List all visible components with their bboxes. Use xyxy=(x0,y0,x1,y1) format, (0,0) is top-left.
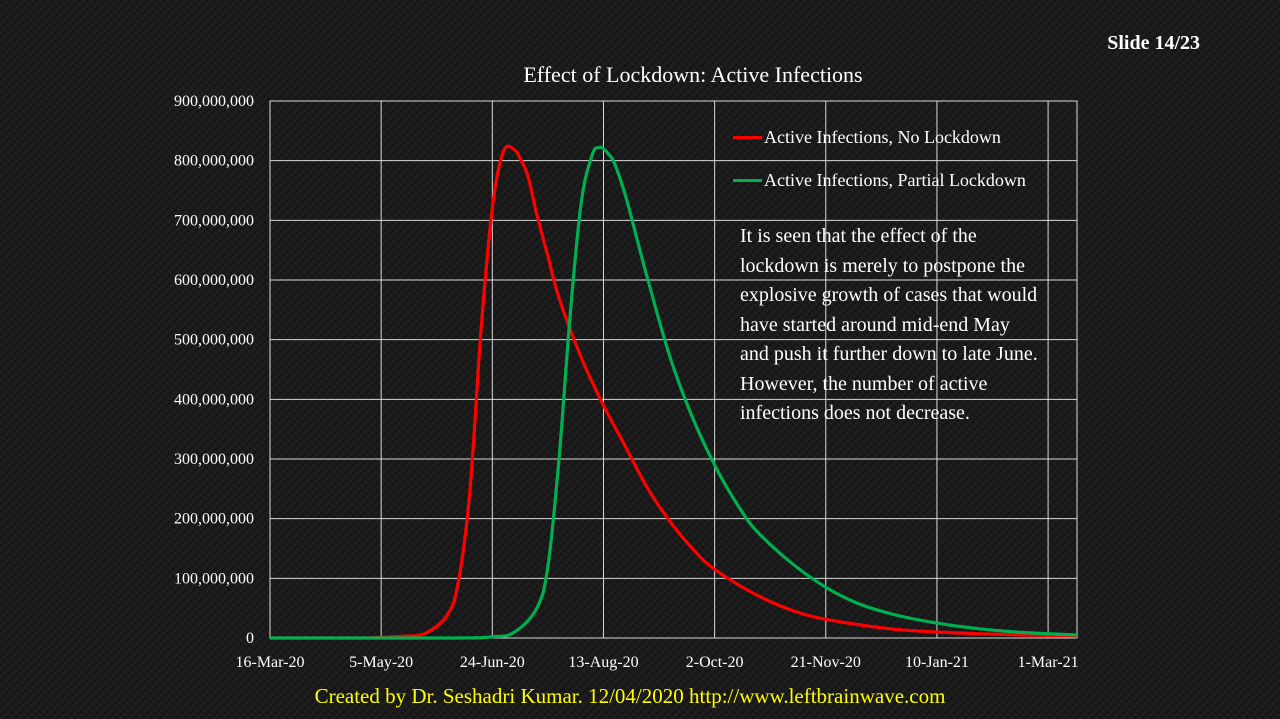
legend-item-no-lockdown: Active Infections, No Lockdown xyxy=(733,126,1026,148)
y-tick-label: 200,000,000 xyxy=(174,511,254,528)
chart-annotation: It is seen that the effect of the lockdo… xyxy=(740,225,1038,424)
y-tick-label: 400,000,000 xyxy=(174,391,254,408)
y-tick-label: 900,000,000 xyxy=(174,93,254,110)
y-tick-label: 800,000,000 xyxy=(174,153,254,170)
x-tick-label: 2-Oct-20 xyxy=(686,654,744,671)
x-tick-label: 13-Aug-20 xyxy=(568,654,638,671)
slide-number: Slide 14/23 xyxy=(1107,32,1200,54)
credit-line: Created by Dr. Seshadri Kumar. 12/04/202… xyxy=(314,684,946,708)
legend-label: Active Infections, Partial Lockdown xyxy=(764,169,1026,190)
x-tick-label: 1-Mar-21 xyxy=(1018,654,1079,671)
x-tick-label: 24-Jun-20 xyxy=(460,654,525,671)
x-tick-label: 10-Jan-21 xyxy=(905,654,969,671)
y-tick-label: 300,000,000 xyxy=(174,451,254,468)
y-tick-label: 500,000,000 xyxy=(174,332,254,349)
y-tick-label: 600,000,000 xyxy=(174,272,254,289)
legend-swatch-red xyxy=(733,135,762,139)
x-tick-label: 21-Nov-20 xyxy=(791,654,861,671)
chart-title: Effect of Lockdown: Active Infections xyxy=(523,62,863,87)
y-tick-label: 700,000,000 xyxy=(174,212,254,229)
x-tick-label: 16-Mar-20 xyxy=(236,654,305,671)
series-line-partial-lockdown xyxy=(269,145,1078,640)
legend-item-partial-lockdown: Active Infections, Partial Lockdown xyxy=(733,169,1026,191)
chart-legend: Active Infections, No Lockdown Active In… xyxy=(733,126,1026,212)
y-tick-label: 0 xyxy=(246,630,254,647)
y-tick-label: 100,000,000 xyxy=(174,570,254,587)
legend-swatch-green xyxy=(733,178,762,182)
x-tick-label: 5-May-20 xyxy=(349,654,413,671)
series-line-no-lockdown xyxy=(269,144,1078,640)
legend-label: Active Infections, No Lockdown xyxy=(764,126,1001,147)
